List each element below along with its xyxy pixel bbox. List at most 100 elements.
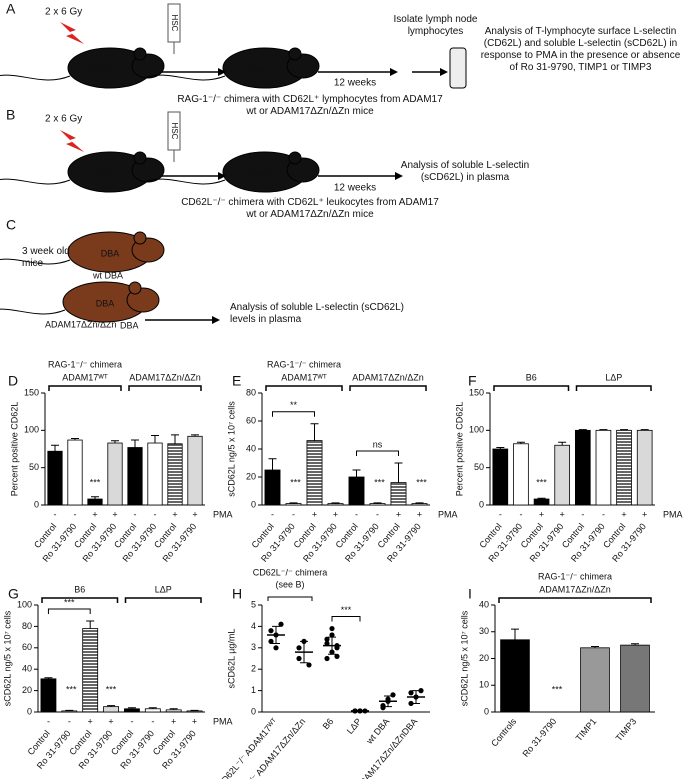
pma-sign: -	[151, 716, 154, 726]
mouse-tail	[0, 258, 71, 265]
analysis-text: Analysis of T-lymphocyte surface L-selec…	[480, 26, 681, 73]
pma-label: PMA	[663, 509, 683, 519]
y-tick-label: 3	[251, 642, 256, 652]
pma-sign: -	[499, 509, 502, 519]
significance: ***	[90, 477, 101, 487]
bar	[127, 447, 143, 506]
y-tick-label: 150	[24, 387, 39, 397]
x-tick-label: wt DBA	[364, 716, 392, 746]
sd-bar	[412, 690, 420, 704]
tube	[449, 47, 467, 89]
bar	[124, 708, 140, 713]
caption: RAG-1⁻/⁻ chimera with CD62L⁺ lymphocytes…	[177, 94, 443, 117]
sd-bar	[384, 695, 392, 708]
bar	[144, 708, 161, 713]
pma-sign: -	[130, 716, 133, 726]
bar	[264, 469, 281, 506]
pma-sign: -	[376, 509, 379, 519]
group-label: B6	[526, 372, 537, 382]
y-tick-label: 0	[479, 499, 484, 509]
x-tick-label: B6	[321, 716, 336, 731]
bar	[580, 647, 610, 713]
data-point	[390, 692, 396, 698]
y-tick-label: 4	[251, 621, 256, 631]
panel-label: H	[232, 586, 242, 602]
y-tick-label: 100	[17, 599, 32, 609]
bar	[306, 440, 323, 506]
data-point	[408, 700, 414, 707]
mouse-ear	[288, 151, 302, 165]
arrow-head	[390, 68, 398, 76]
significance: ***	[64, 597, 75, 607]
y-axis-label: sCD62L ng/5 x 10⁷ cells	[2, 610, 12, 706]
y-tick-label: 0	[34, 499, 39, 509]
y-tick-label: 60	[246, 415, 256, 425]
significance-bracket	[331, 616, 361, 622]
strain: DBA	[120, 320, 139, 330]
error-bar	[191, 434, 199, 437]
pma-sign: +	[417, 509, 422, 519]
bar	[500, 639, 530, 713]
chart-title: RAG-1⁻/⁻ chimera	[48, 359, 122, 369]
arrow-head	[395, 172, 403, 180]
group-note: (see B)	[275, 579, 304, 589]
group-label: ADAM17ΔZn/ΔZn	[129, 372, 201, 382]
mouse-ear	[133, 47, 147, 61]
bar	[492, 448, 509, 506]
y-tick-label: 20	[246, 471, 256, 481]
group-bracket	[575, 385, 652, 391]
error-bar	[599, 429, 608, 431]
y-tick-label: 40	[22, 664, 32, 674]
data-point	[278, 621, 284, 627]
error-bar	[591, 645, 599, 648]
error-bar	[65, 709, 74, 711]
y-tick-label: 40	[246, 443, 256, 453]
error-bar	[169, 708, 178, 710]
bar	[165, 709, 182, 713]
y-tick-label: 2	[251, 664, 256, 674]
error-bar	[631, 643, 639, 646]
x-tick-label: Controls	[489, 716, 519, 748]
group-bracket	[349, 385, 427, 391]
pma-sign: +	[172, 509, 177, 519]
y-tick-label: 50	[474, 462, 484, 472]
mouse-tail	[144, 74, 226, 81]
strain: wt DBA	[92, 270, 123, 280]
data-point	[408, 690, 414, 696]
age-text: 3 week old mice	[22, 246, 70, 269]
error-bar	[86, 620, 95, 629]
y-axis-label: sCD62L ng/5 x 10⁷ cells	[226, 401, 236, 497]
y-tick-label: 10	[479, 680, 489, 690]
significance-bracket	[356, 450, 399, 456]
group-label: LΔP	[605, 372, 622, 382]
data-point	[334, 653, 340, 659]
pma-sign: -	[271, 509, 274, 519]
error-bar	[51, 444, 59, 452]
bar	[620, 644, 650, 713]
pma-sign: +	[92, 509, 97, 519]
bar	[40, 678, 57, 713]
bar	[82, 628, 99, 713]
arrow-head	[218, 68, 226, 76]
mouse-ear	[288, 47, 302, 61]
y-axis-label: sCD62L µg/mL	[226, 629, 236, 689]
error-bar	[111, 440, 119, 444]
mouse-tail	[144, 178, 226, 185]
error-bar	[537, 497, 546, 500]
pma-label: PMA	[438, 509, 458, 519]
bar	[411, 503, 428, 506]
dose: 2 x 6 Gy	[45, 114, 82, 125]
y-tick-label: 20	[22, 685, 32, 695]
error-bar	[578, 429, 587, 431]
y-axis-label: Percent positive CD62L	[454, 402, 464, 497]
error-bar	[127, 707, 136, 709]
error-bar	[310, 423, 319, 441]
y-tick-label: 0	[27, 706, 32, 716]
y-tick-label: 80	[22, 621, 32, 631]
pma-sign: -	[134, 509, 137, 519]
panel-label: F	[468, 373, 477, 389]
error-bar	[352, 469, 361, 477]
x-tick-label: TIMP3	[614, 716, 639, 743]
